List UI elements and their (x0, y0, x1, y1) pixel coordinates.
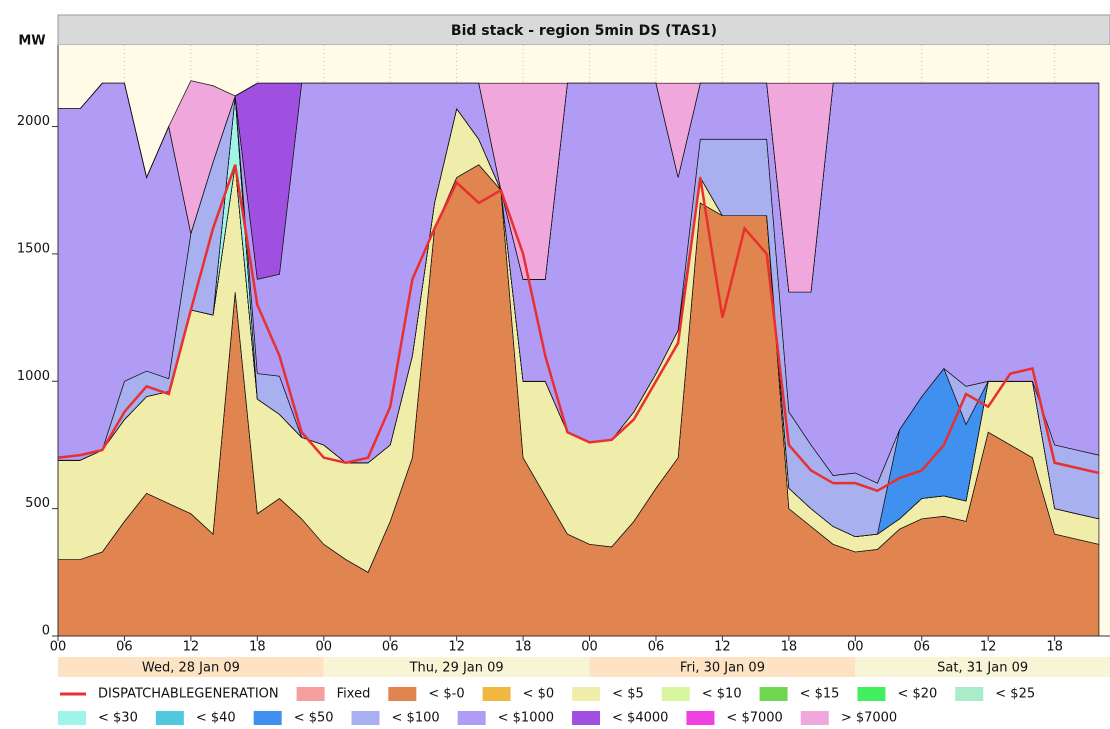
y-tick-label: 0 (42, 624, 50, 639)
legend-label: Fixed (337, 687, 371, 702)
day-label: Wed, 28 Jan 09 (142, 661, 240, 676)
line (58, 164, 1100, 493)
legend-label: > $7000 (841, 711, 897, 726)
x-tick-label: 18 (1046, 640, 1063, 655)
x-tick-label: 12 (714, 640, 731, 655)
x-tick-label: 06 (648, 640, 665, 655)
x-tick-label: 00 (581, 640, 598, 655)
legend-swatch (857, 687, 886, 701)
legend-swatch (572, 687, 601, 701)
legend-label: < $30 (98, 711, 138, 726)
legend-swatch (759, 687, 788, 701)
y-tick-label: 500 (25, 496, 50, 511)
legend-label: < $15 (800, 687, 840, 702)
y-tick-label: 1500 (17, 241, 50, 256)
x-tick-label: 12 (980, 640, 997, 655)
legend-label: < $5 (612, 687, 644, 702)
day-label: Thu, 29 Jan 09 (409, 661, 504, 676)
title-bar (57, 14, 1110, 46)
legend-label: < $7000 (726, 711, 782, 726)
legend-label: < $-0 (428, 687, 464, 702)
plot-area (58, 45, 1100, 636)
y-axis-label: MW (18, 34, 45, 49)
legend-label: < $10 (702, 687, 742, 702)
x-tick-label: 00 (315, 640, 332, 655)
x-tick-label: 12 (448, 640, 465, 655)
x-tick-label: 06 (116, 640, 133, 655)
legend-swatch (955, 687, 984, 701)
legend-swatch (58, 711, 86, 725)
x-tick-label: 06 (913, 640, 930, 655)
legend-swatch (351, 711, 380, 725)
x-tick-label: 00 (50, 640, 67, 655)
legend-label: < $25 (995, 687, 1035, 702)
legend-swatch (661, 687, 690, 701)
legend-label: < $0 (523, 687, 555, 702)
legend-label: DISPATCHABLEGENERATION (98, 687, 279, 702)
legend-swatch (457, 711, 486, 725)
x-tick-label: 00 (847, 640, 864, 655)
x-tick-label: 06 (382, 640, 399, 655)
day-band (855, 657, 1110, 677)
area (58, 80, 1099, 293)
y-tick-label: 1000 (17, 369, 50, 384)
legend-swatch (572, 711, 601, 725)
day-band (589, 657, 856, 677)
x-tick-label: 18 (249, 640, 266, 655)
legend-swatch (155, 711, 184, 725)
day-label: Sat, 31 Jan 09 (937, 661, 1028, 676)
legend-label: < $20 (897, 687, 937, 702)
legend-swatch (800, 711, 829, 725)
legend-swatch (388, 687, 417, 701)
legend-label: < $4000 (612, 711, 668, 726)
chart-title: Bid stack - region 5min DS (TAS1) (451, 23, 717, 39)
legend-label: < $50 (294, 711, 334, 726)
legend-swatch (253, 711, 282, 725)
x-tick-label: 18 (781, 640, 798, 655)
legend-label: < $1000 (498, 711, 554, 726)
legend-swatch (482, 687, 511, 701)
x-tick-label: 12 (183, 640, 200, 655)
legend-swatch (686, 711, 715, 725)
legend-label: < $100 (392, 711, 440, 726)
legend-swatch (296, 687, 325, 701)
y-tick-label: 2000 (17, 114, 50, 129)
day-band (58, 657, 324, 677)
legend-label: < $40 (196, 711, 236, 726)
day-band (323, 657, 590, 677)
x-tick-label: 18 (515, 640, 532, 655)
day-label: Fri, 30 Jan 09 (680, 661, 765, 676)
